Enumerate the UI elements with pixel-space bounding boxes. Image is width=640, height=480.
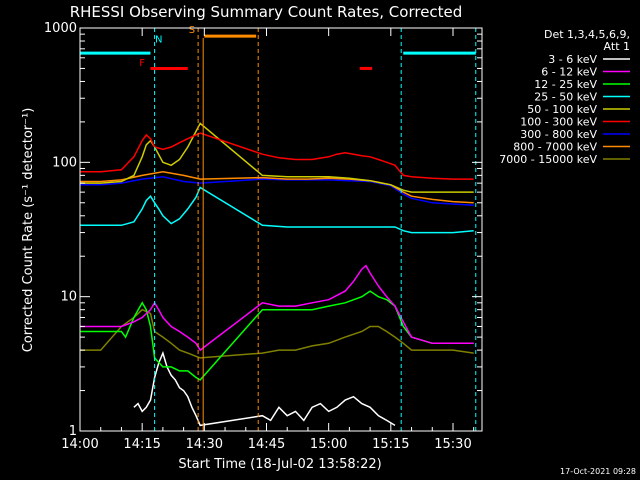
x-tick-label-0: 14:00 xyxy=(61,437,98,452)
legend-header-line-0: Det 1,3,4,5,6,9, xyxy=(544,28,630,41)
y-tick-label-3: 1000 xyxy=(44,21,77,36)
flag-label-F: F xyxy=(139,58,145,69)
x-tick-label-3: 14:45 xyxy=(248,437,285,452)
legend-label-2: 12 - 25 keV xyxy=(534,78,597,91)
legend-label-0: 3 - 6 keV xyxy=(548,53,597,66)
legend-label-4: 50 - 100 keV xyxy=(527,103,597,116)
chart-title: RHESSI Observing Summary Count Rates, Co… xyxy=(70,3,463,21)
legend-label-7: 800 - 7000 keV xyxy=(513,141,597,154)
legend-label-3: 25 - 50 keV xyxy=(534,91,597,104)
x-tick-label-5: 15:15 xyxy=(372,437,409,452)
legend-header-line-1: Att 1 xyxy=(604,40,630,53)
marks-layer: N F S xyxy=(80,25,477,431)
data-layer xyxy=(80,122,474,427)
x-tick-label-1: 14:15 xyxy=(123,437,160,452)
legend-label-5: 100 - 300 keV xyxy=(520,116,597,129)
plot-frame xyxy=(79,27,483,432)
legend-label-8: 7000 - 15000 keV xyxy=(499,153,597,166)
series-line-6 xyxy=(80,176,474,206)
x-axis-label: Start Time (18-Jul-02 13:58:22) xyxy=(178,457,381,472)
legend-label-1: 6 - 12 keV xyxy=(541,66,597,79)
x-tick-label-6: 15:30 xyxy=(434,437,471,452)
flag-label-N: N xyxy=(155,34,162,45)
y-tick-label-2: 100 xyxy=(52,155,77,170)
timestamp: 17-Oct-2021 09:28 xyxy=(560,467,636,476)
series-line-5 xyxy=(80,132,474,180)
y-axis-label: Corrected Count Rate (s⁻¹ detector⁻¹) xyxy=(21,108,36,353)
flag-label-S: S xyxy=(189,25,195,36)
series-line-1 xyxy=(80,264,474,352)
axis-layer: 14:00 14:15 14:30 14:45 15:00 15:15 15:30 1 10 10… xyxy=(44,21,482,452)
x-tick-label-4: 15:00 xyxy=(310,437,347,452)
legend-label-6: 300 - 800 keV xyxy=(520,128,597,141)
series-line-7 xyxy=(80,171,474,204)
series-line-0 xyxy=(133,350,396,427)
y-tick-label-1: 10 xyxy=(60,290,77,305)
x-tick-label-2: 14:30 xyxy=(186,437,223,452)
y-tick-label-0: 1 xyxy=(69,424,77,439)
